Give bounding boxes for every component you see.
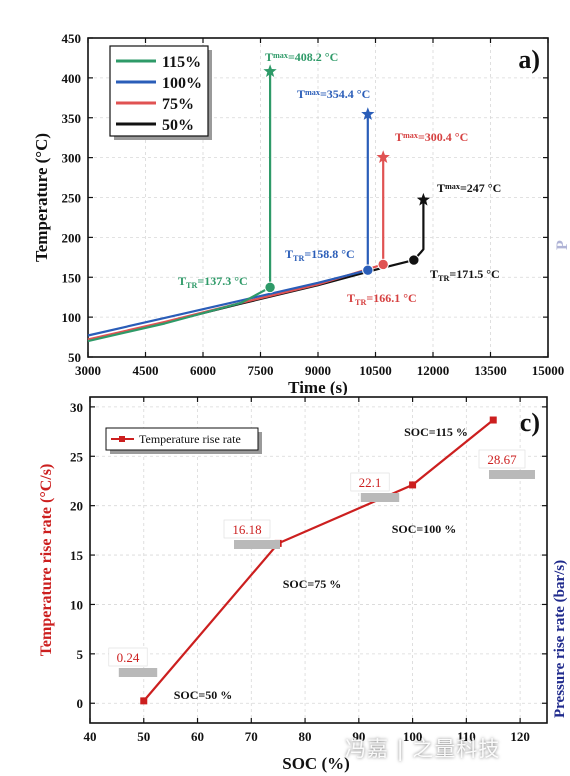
peak-marker-115pct xyxy=(263,64,277,77)
y-tick-label: 15 xyxy=(70,548,84,563)
point-label: SOC=50 % xyxy=(174,688,233,702)
peak-annotation: Tmax=354.4 °C xyxy=(297,87,370,101)
point-label: SOC=115 % xyxy=(404,425,468,439)
onset-marker-75pct xyxy=(377,258,389,271)
x-tick-label: 50 xyxy=(137,729,150,744)
x-tick-label: 12000 xyxy=(417,363,450,378)
legend-label: Temperature rise rate xyxy=(139,432,241,446)
legend-label: 100% xyxy=(162,75,202,92)
x-tick-label: 90 xyxy=(352,729,365,744)
plot-frame xyxy=(87,37,549,358)
y-tick-label: 150 xyxy=(62,270,82,285)
chart-panel-c: 40 50 60 70 80 90 100 110 120 0 5 10 15 20 25 30 0.24 16.… xyxy=(38,396,548,773)
data-point xyxy=(489,416,497,424)
series-line-100pct xyxy=(87,114,369,337)
onset-marker-50pct xyxy=(408,254,420,266)
watermark: 冯嘉 | 之量科技 xyxy=(345,737,501,761)
series-line-temperature-rise-rate xyxy=(142,419,494,702)
y-tick-label: 250 xyxy=(62,191,82,206)
data-label: 22.1 xyxy=(359,475,382,490)
data-label-shadow xyxy=(234,540,280,549)
legend-box xyxy=(105,427,259,451)
data-point xyxy=(409,481,417,489)
y-tick-label: 400 xyxy=(62,71,82,86)
y-tick-label: 30 xyxy=(70,400,83,415)
panel-label: c) xyxy=(520,408,540,437)
data-label-box xyxy=(350,472,390,492)
x-tick-label: 70 xyxy=(245,729,258,744)
x-axis-label: SOC (%) xyxy=(282,754,350,773)
x-tick-label: 7500 xyxy=(248,363,274,378)
y-tick-label: 25 xyxy=(70,449,84,464)
x-tick-label: 3000 xyxy=(75,363,101,378)
x-tick-label: 100 xyxy=(403,729,423,744)
y-tick-label: 100 xyxy=(62,310,82,325)
y-tick-label: 10 xyxy=(70,597,83,612)
panel-label: a) xyxy=(518,45,540,74)
y-tick-label: 0 xyxy=(77,696,84,711)
x-tick-label: 120 xyxy=(510,729,530,744)
y-tick-label: 50 xyxy=(68,350,81,365)
peak-marker-100pct xyxy=(361,107,375,120)
y-tick-label: 450 xyxy=(62,31,82,46)
clipped-right-axis-fragment: P xyxy=(554,240,570,250)
onset-annotation: TTR=137.3 °C xyxy=(178,274,248,290)
data-label-box xyxy=(478,449,526,469)
x-tick-label: 40 xyxy=(84,729,97,744)
y-tick-label: 350 xyxy=(62,111,82,126)
onset-annotation: TTR=166.1 °C xyxy=(347,291,417,307)
x-tick-label: 4500 xyxy=(133,363,159,378)
point-label: SOC=75 % xyxy=(283,577,342,591)
data-label: 16.18 xyxy=(232,522,261,537)
data-label-box xyxy=(108,647,148,667)
peak-annotation: Tmax=300.4 °C xyxy=(395,130,468,144)
legend-label: 50% xyxy=(162,117,194,134)
data-label-shadow xyxy=(489,470,535,479)
x-tick-label: 6000 xyxy=(190,363,216,378)
x-tick-label: 10500 xyxy=(359,363,392,378)
x-tick-label: 60 xyxy=(191,729,204,744)
series-line-115pct xyxy=(87,71,272,343)
y-tick-label: 5 xyxy=(77,647,84,662)
y-tick-label: 300 xyxy=(62,151,82,166)
x-axis-label: Time (s) xyxy=(288,378,348,395)
y-tick-label: 20 xyxy=(70,499,83,514)
legend-marker xyxy=(119,436,125,442)
data-label-shadow xyxy=(360,493,400,502)
legend-label: 75% xyxy=(162,96,194,113)
plot-frame xyxy=(89,396,548,724)
peak-marker-50pct xyxy=(416,192,431,206)
x-tick-label: 80 xyxy=(299,729,312,744)
chart-panel-a: 3000 4500 6000 7500 9000 10500 12000 13500 15000… xyxy=(32,31,565,395)
peak-annotation: Tmax=408.2 °C xyxy=(265,50,338,64)
data-label-box xyxy=(223,519,271,539)
data-label-shadow xyxy=(118,668,158,677)
series-line-75pct xyxy=(87,157,385,341)
onset-marker-100pct xyxy=(362,264,374,276)
peak-marker-75pct xyxy=(376,150,390,163)
x-tick-label: 110 xyxy=(457,729,476,744)
x-tick-label: 15000 xyxy=(532,363,565,378)
y-axis-label: Temperature rise rate (°C/s) xyxy=(38,464,55,657)
data-label: 0.24 xyxy=(117,650,140,665)
right-axis-label: Pressure rise rate (bar/s) xyxy=(552,559,568,718)
peak-annotation: Tmax=247 °C xyxy=(437,181,501,195)
point-label: SOC=100 % xyxy=(392,522,457,536)
data-point xyxy=(140,697,148,705)
y-tick-label: 200 xyxy=(62,230,82,245)
legend-label: 115% xyxy=(162,54,201,71)
onset-marker-115pct xyxy=(264,281,276,294)
x-tick-label: 13500 xyxy=(474,363,507,378)
onset-annotation: TTR=171.5 °C xyxy=(430,267,500,283)
onset-annotation: TTR=158.8 °C xyxy=(285,247,355,263)
x-tick-label: 9000 xyxy=(305,363,331,378)
data-label: 28.67 xyxy=(487,452,517,467)
y-axis-label: Temperature (°C) xyxy=(32,133,51,262)
